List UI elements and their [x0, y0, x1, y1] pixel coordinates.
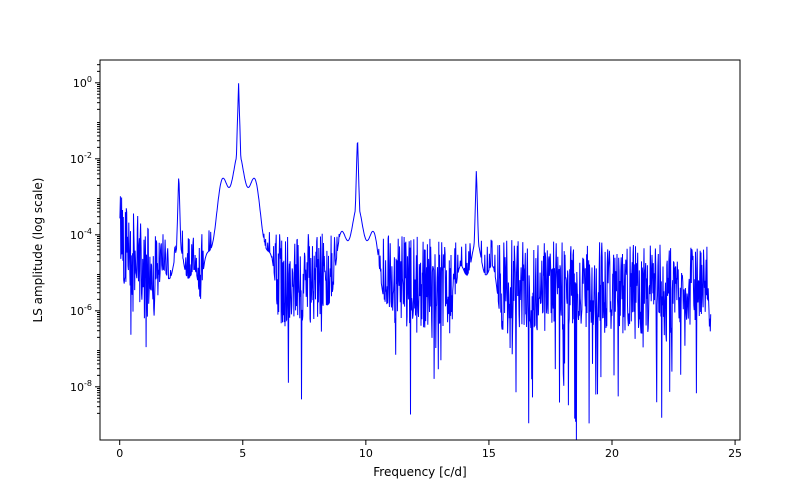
x-tick-label: 0	[116, 447, 123, 460]
x-tick-label: 10	[359, 447, 373, 460]
x-tick-label: 20	[605, 447, 619, 460]
y-axis-label: LS amplitude (log scale)	[31, 178, 45, 323]
y-tick-label: 10-2	[70, 151, 92, 166]
y-tick-label: 100	[73, 75, 92, 90]
x-tick-label: 15	[482, 447, 496, 460]
spectrum-trace	[120, 83, 711, 443]
x-tick-label: 5	[239, 447, 246, 460]
x-tick-label: 25	[728, 447, 742, 460]
chart-container: 0 5 10 15 20 25 10-8 10-6 10-4 10-2 100 Frequency […	[0, 0, 800, 500]
y-tick-label: 10-4	[70, 227, 92, 242]
x-axis-label: Frequency [c/d]	[373, 465, 466, 479]
y-tick-label: 10-6	[70, 303, 92, 318]
y-tick-label: 10-8	[70, 379, 92, 394]
periodogram-chart: 0 5 10 15 20 25 10-8 10-6 10-4 10-2 100 Frequency […	[0, 0, 800, 500]
